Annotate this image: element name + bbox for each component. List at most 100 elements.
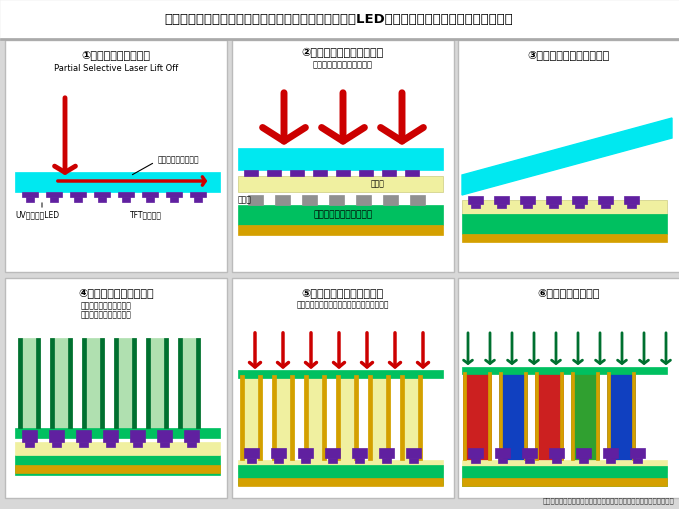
Bar <box>15 442 220 455</box>
Bar <box>18 338 22 428</box>
Bar <box>607 372 610 460</box>
Bar <box>130 430 145 442</box>
Bar <box>122 197 130 202</box>
Bar <box>68 338 72 428</box>
Text: （同時に点灯検査も可能）: （同時に点灯検査も可能） <box>313 61 373 70</box>
Bar <box>329 195 344 205</box>
Bar <box>400 375 404 460</box>
Bar <box>499 372 527 460</box>
Bar <box>298 448 313 458</box>
Bar <box>82 338 104 428</box>
Bar <box>624 196 639 204</box>
Bar <box>248 195 263 205</box>
Bar <box>379 448 394 458</box>
Bar <box>468 196 483 204</box>
Bar <box>409 458 418 463</box>
Bar <box>164 338 168 428</box>
Bar <box>410 195 425 205</box>
Bar <box>458 278 679 498</box>
Bar <box>535 372 563 460</box>
Bar <box>190 192 206 197</box>
Bar <box>79 442 88 447</box>
Bar <box>274 458 283 463</box>
Bar <box>601 204 610 208</box>
Bar <box>571 372 574 460</box>
Bar <box>26 197 34 202</box>
Text: ③サファイアウエハー剥離: ③サファイアウエハー剥離 <box>528 51 610 61</box>
Bar <box>22 192 38 197</box>
Bar <box>240 375 262 460</box>
Bar <box>267 170 281 176</box>
Bar <box>244 170 258 176</box>
Bar <box>22 430 37 442</box>
Bar <box>70 192 86 197</box>
Bar <box>497 204 506 208</box>
Text: ブイ・テクノロジーが考案したフレキシブルマイクロLEDディスプレーの製造プロセスフロー: ブイ・テクノロジーが考案したフレキシブルマイクロLEDディスプレーの製造プロセス… <box>164 13 513 25</box>
Bar <box>50 338 72 428</box>
Bar <box>118 192 134 197</box>
Bar <box>382 458 391 463</box>
Text: サファイアウエハー: サファイアウエハー <box>158 156 200 164</box>
Bar <box>272 375 276 460</box>
Bar <box>74 197 82 202</box>
Bar <box>49 430 64 442</box>
Bar <box>549 448 564 458</box>
Bar <box>458 40 679 272</box>
Bar <box>498 458 507 463</box>
Bar <box>462 466 667 486</box>
Bar <box>336 170 350 176</box>
Bar <box>240 375 244 460</box>
Bar <box>146 197 154 202</box>
Bar <box>525 458 534 463</box>
Bar <box>494 196 509 204</box>
Bar <box>356 195 371 205</box>
Bar <box>633 458 642 463</box>
Bar <box>576 448 591 458</box>
Bar <box>290 375 294 460</box>
Bar <box>359 170 373 176</box>
Bar <box>579 458 588 463</box>
Bar <box>462 367 667 374</box>
Bar <box>36 338 40 428</box>
Bar <box>627 204 636 208</box>
Bar <box>462 214 667 234</box>
Bar <box>406 448 421 458</box>
Bar <box>0 0 679 38</box>
Bar <box>546 196 561 204</box>
Bar <box>418 375 422 460</box>
Bar <box>232 40 454 272</box>
Bar <box>247 458 256 463</box>
Bar <box>520 196 535 204</box>
Text: ①レーザーリフトオフ: ①レーザーリフトオフ <box>81 51 151 61</box>
Text: ④蛍光体セルのリブ形成: ④蛍光体セルのリブ形成 <box>78 289 154 299</box>
Bar <box>275 195 290 205</box>
Bar <box>272 375 294 460</box>
Bar <box>98 197 106 202</box>
Bar <box>15 428 220 438</box>
Bar <box>94 192 110 197</box>
Bar <box>157 430 172 442</box>
Bar <box>304 375 326 460</box>
Bar <box>463 372 466 460</box>
Bar <box>405 170 419 176</box>
Bar <box>15 172 220 192</box>
Bar <box>302 195 317 205</box>
Bar <box>25 442 34 447</box>
Bar <box>146 338 168 428</box>
Bar <box>336 375 340 460</box>
Bar <box>462 460 667 472</box>
Text: ポリイミドフィルム基板: ポリイミドフィルム基板 <box>314 211 373 219</box>
Bar <box>290 170 304 176</box>
Bar <box>462 234 667 242</box>
Bar <box>560 372 563 460</box>
Bar <box>238 370 443 378</box>
Bar <box>552 458 561 463</box>
Bar <box>18 338 40 428</box>
Bar <box>114 338 136 428</box>
Bar <box>598 196 613 204</box>
Bar <box>103 430 118 442</box>
Bar <box>50 338 54 428</box>
Bar <box>596 372 599 460</box>
Bar <box>160 442 169 447</box>
Bar <box>132 338 136 428</box>
